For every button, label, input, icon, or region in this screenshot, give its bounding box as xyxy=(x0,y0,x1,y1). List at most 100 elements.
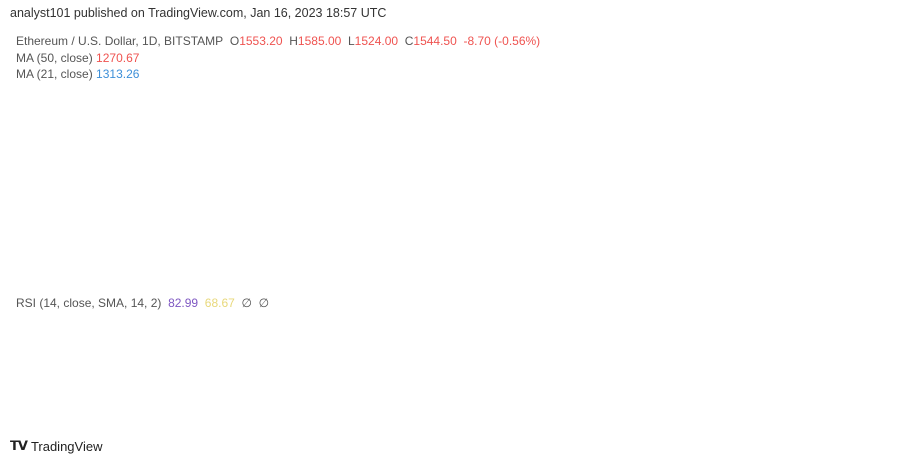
na-value: ∅ xyxy=(241,296,252,310)
candle xyxy=(161,181,166,224)
last-change: -8.99% xyxy=(840,127,873,139)
candle xyxy=(173,186,178,197)
candle xyxy=(341,174,346,189)
candle-body xyxy=(802,117,807,150)
candle-body xyxy=(21,136,26,159)
candle xyxy=(10,67,14,147)
open-label: O xyxy=(229,34,240,48)
candle xyxy=(218,189,222,213)
candle xyxy=(684,222,689,229)
ma21-line xyxy=(11,100,817,232)
candle-body xyxy=(403,86,408,124)
candle-body xyxy=(319,203,324,205)
low-label: L xyxy=(347,34,355,48)
candle-body xyxy=(454,213,459,226)
ma50-legend[interactable]: MA (50, close) 1270.67 xyxy=(16,51,139,65)
candle xyxy=(802,106,807,161)
time-tick: Oct xyxy=(206,414,223,426)
candle-body xyxy=(257,191,262,194)
candle xyxy=(763,206,768,214)
candle xyxy=(808,113,813,121)
time-axis[interactable]: Sep 14 Oct 17 Nov 14 Dec 19 2023 16 xyxy=(36,414,822,426)
candle xyxy=(195,183,200,193)
candle xyxy=(308,184,312,201)
candle-body xyxy=(684,225,689,227)
candle-body xyxy=(729,232,734,234)
candle-body xyxy=(712,231,717,236)
change-value: -8.70 (-0.56%) xyxy=(463,34,541,48)
time-tick: 19 xyxy=(652,414,664,426)
candle-body xyxy=(735,227,740,233)
rsi-tick: 80.00 xyxy=(840,298,868,310)
candle-body xyxy=(746,213,751,228)
candle-body xyxy=(707,227,712,236)
candle-body xyxy=(656,236,661,243)
candle xyxy=(313,191,318,209)
symbol-name[interactable]: Ethereum / U.S. Dollar, 1D, BITSTAMP xyxy=(16,34,224,48)
candle-body xyxy=(808,116,813,118)
candle-body xyxy=(274,200,279,206)
candle-body xyxy=(482,227,487,232)
candle xyxy=(695,219,700,230)
candle xyxy=(442,195,447,207)
candle xyxy=(611,207,616,215)
candle-body xyxy=(240,181,245,183)
candle xyxy=(167,187,172,193)
ma21-legend[interactable]: MA (21, close) 1313.26 xyxy=(16,67,139,81)
rsi-legend[interactable]: RSI (14, close, SMA, 14, 2) 82.99 68.67 … xyxy=(16,296,269,310)
candle xyxy=(257,188,262,197)
lightning-icon[interactable] xyxy=(808,263,828,283)
candle xyxy=(679,222,684,229)
price-axis[interactable]: 1700.00 1600.00 1400.00 1300.00 1200.00 1100.… xyxy=(840,63,880,271)
candle xyxy=(566,194,571,225)
candle-body xyxy=(375,95,380,105)
candle-body xyxy=(814,116,818,120)
candle xyxy=(279,197,284,206)
candle xyxy=(386,104,391,113)
candle-body xyxy=(223,191,228,207)
candle xyxy=(735,223,740,236)
candle-body xyxy=(561,200,565,207)
rsi-levels xyxy=(8,321,832,399)
low-value: 1524.00 xyxy=(354,34,399,48)
candle xyxy=(381,100,386,114)
candle xyxy=(409,82,414,96)
candle xyxy=(797,144,802,166)
candle xyxy=(223,185,228,214)
sma21-annotation: 21-day SMA xyxy=(217,265,296,281)
candle xyxy=(448,198,453,219)
candle-body xyxy=(667,226,672,229)
candle xyxy=(251,185,256,198)
candle-body xyxy=(150,173,155,192)
candle-body xyxy=(26,116,31,159)
candle-body xyxy=(471,214,476,227)
rsi-axis[interactable]: 80.00 60.00 40.00 xyxy=(840,298,868,386)
price-tick: 1400.00 xyxy=(840,161,880,173)
sma50-annotation: 50-day SMA xyxy=(217,226,296,242)
footer-brand[interactable]: 𝗧𝗩 TradingView xyxy=(10,438,102,454)
rsi-sma-line xyxy=(17,323,817,456)
candle xyxy=(263,186,267,208)
candle xyxy=(482,224,487,235)
candle-body xyxy=(516,230,520,237)
candle-body xyxy=(594,205,599,222)
bar-countdown: 14:02:08 xyxy=(840,139,881,151)
candle xyxy=(785,163,790,195)
candle-body xyxy=(577,205,582,213)
candle xyxy=(403,74,408,136)
candle xyxy=(234,175,239,186)
candle xyxy=(712,227,717,239)
rsi-tick: 60.00 xyxy=(840,336,868,348)
candle-body xyxy=(628,192,633,197)
candle xyxy=(352,100,357,158)
candle-body xyxy=(212,189,217,196)
time-tick: 14 xyxy=(456,414,468,426)
candle-body xyxy=(634,196,639,211)
candle-body xyxy=(589,208,594,222)
candle xyxy=(66,89,71,115)
candle-body xyxy=(133,143,138,156)
candle xyxy=(144,167,149,194)
candle-body xyxy=(347,146,352,185)
brand-name: TradingView xyxy=(30,438,103,454)
candle xyxy=(49,102,54,112)
